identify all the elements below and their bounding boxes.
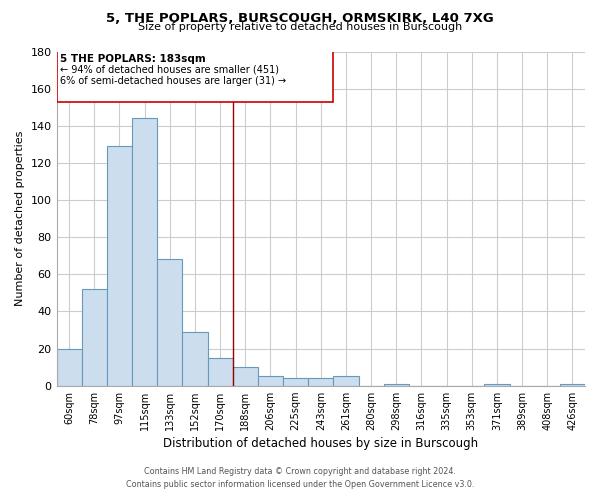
Text: Contains HM Land Registry data © Crown copyright and database right 2024.
Contai: Contains HM Land Registry data © Crown c…: [126, 468, 474, 489]
Bar: [560, 384, 585, 386]
Text: 5, THE POPLARS, BURSCOUGH, ORMSKIRK, L40 7XG: 5, THE POPLARS, BURSCOUGH, ORMSKIRK, L40…: [106, 12, 494, 26]
Bar: [334, 376, 359, 386]
Text: ← 94% of detached houses are smaller (451): ← 94% of detached houses are smaller (45…: [61, 64, 280, 74]
Bar: [484, 384, 509, 386]
Bar: [283, 378, 308, 386]
Text: 5 THE POPLARS: 183sqm: 5 THE POPLARS: 183sqm: [61, 54, 206, 64]
Bar: [56, 348, 82, 386]
Bar: [107, 146, 132, 386]
Bar: [157, 260, 182, 386]
Text: 6% of semi-detached houses are larger (31) →: 6% of semi-detached houses are larger (3…: [61, 76, 286, 86]
Bar: [258, 376, 283, 386]
X-axis label: Distribution of detached houses by size in Burscough: Distribution of detached houses by size …: [163, 437, 478, 450]
Text: Size of property relative to detached houses in Burscough: Size of property relative to detached ho…: [138, 22, 462, 32]
Bar: [182, 332, 208, 386]
Bar: [132, 118, 157, 386]
Bar: [208, 358, 233, 386]
Bar: [82, 289, 107, 386]
Bar: [308, 378, 334, 386]
Y-axis label: Number of detached properties: Number of detached properties: [15, 131, 25, 306]
Bar: [383, 384, 409, 386]
Bar: [233, 367, 258, 386]
Bar: [56, 52, 334, 102]
